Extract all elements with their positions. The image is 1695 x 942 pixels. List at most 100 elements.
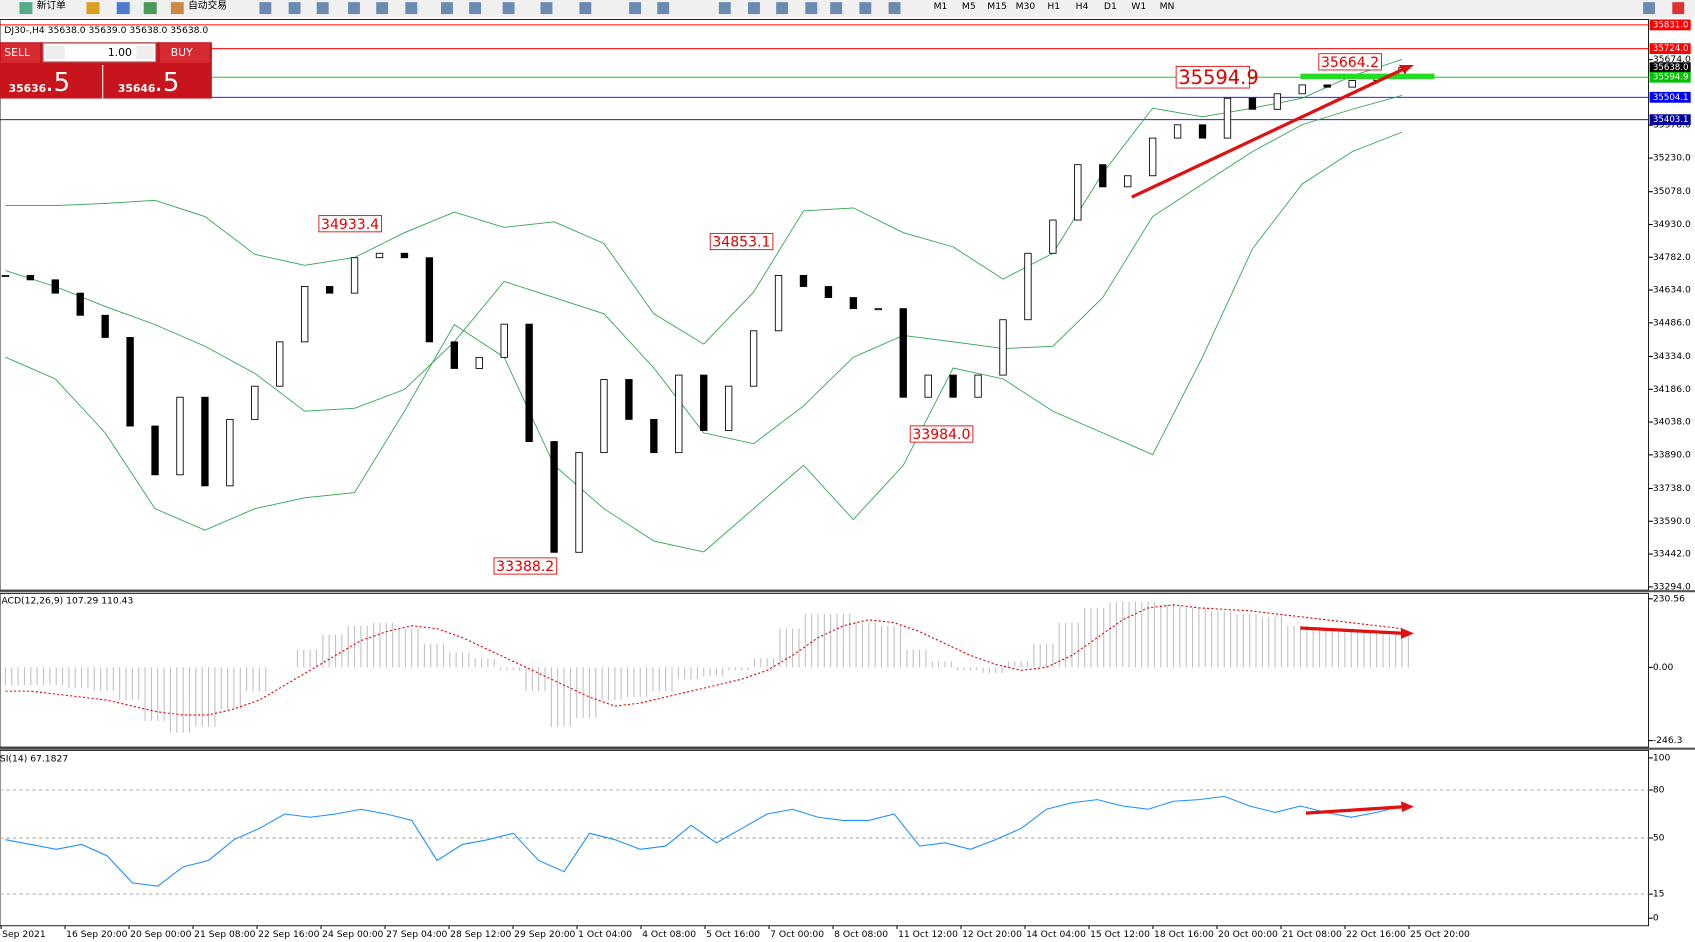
sell-price[interactable]: 35636 — [9, 82, 47, 95]
annotation-box — [1318, 53, 1382, 71]
buy-price[interactable]: 35646 — [118, 82, 156, 95]
lot-up[interactable] — [136, 45, 154, 60]
tool-icon[interactable] — [579, 2, 592, 15]
tool-icon[interactable] — [629, 2, 642, 15]
candle — [76, 292, 84, 316]
candle — [1148, 137, 1157, 177]
x-tick-label: 4 Oct 08:00 — [642, 929, 696, 940]
y-tick-label: 33294.0 — [1653, 581, 1691, 592]
timeframe-button[interactable]: MN — [1160, 1, 1175, 12]
candle — [226, 418, 234, 487]
candle — [251, 385, 259, 420]
tool-icon[interactable] — [540, 2, 553, 15]
candle — [325, 286, 334, 294]
tool-icon[interactable] — [776, 2, 789, 15]
candle — [425, 257, 434, 343]
tool-icon[interactable] — [830, 2, 843, 15]
y-tick-label: 35674.0 — [1653, 54, 1691, 65]
tool-icon[interactable] — [888, 2, 901, 15]
candle — [450, 341, 459, 369]
tool-icon[interactable] — [859, 2, 872, 15]
candle — [1, 274, 10, 277]
tool-icon[interactable] — [1643, 2, 1656, 15]
toolbar-icon[interactable] — [116, 2, 130, 15]
x-tick-label: 22 Sep 16:00 — [258, 929, 319, 940]
candle — [51, 279, 59, 294]
arrow-head — [1398, 64, 1414, 74]
tool-icon[interactable] — [376, 2, 389, 15]
y-tick-label: 34334.0 — [1653, 351, 1691, 362]
candle — [1348, 80, 1356, 88]
candle — [1198, 124, 1207, 139]
candle — [201, 396, 209, 487]
y-tick-label: 35078.0 — [1653, 186, 1691, 197]
timeframe-button[interactable]: H4 — [1076, 1, 1089, 12]
auto-trade-icon — [170, 2, 184, 15]
auto-trade-button[interactable]: 自动交易 — [188, 0, 227, 11]
candle — [1323, 84, 1331, 88]
x-tick-label: 22 Oct 16:00 — [1346, 929, 1406, 940]
candle — [126, 337, 134, 427]
y-tick-label: 34486.0 — [1653, 317, 1691, 328]
x-tick-label: 20 Oct 00:00 — [1218, 929, 1278, 940]
buy-button[interactable] — [159, 43, 210, 63]
x-tick-label: 29 Sep 20:00 — [514, 929, 575, 940]
toolbar-icon[interactable] — [143, 2, 157, 15]
timeframe-button[interactable]: D1 — [1104, 1, 1117, 12]
new-order-icon — [19, 2, 33, 15]
candle — [301, 286, 309, 343]
candle — [824, 286, 833, 299]
price-level-tag — [1649, 91, 1691, 103]
timeframe-button[interactable]: H1 — [1047, 1, 1060, 12]
annotation-label: 34933.4 — [321, 217, 379, 233]
candle — [1024, 252, 1032, 321]
x-tick-label: 11 Oct 12:00 — [898, 929, 958, 940]
tool-icon[interactable] — [348, 2, 360, 15]
candle — [949, 374, 957, 398]
tool-icon[interactable] — [748, 2, 760, 15]
candle — [774, 274, 783, 332]
buy-price-frac[interactable]: .5 — [155, 68, 180, 98]
tool-icon[interactable] — [657, 2, 670, 15]
tool-icon[interactable] — [441, 2, 453, 15]
candle — [1124, 175, 1132, 188]
tool-icon[interactable] — [316, 2, 329, 15]
timeframe-button[interactable]: W1 — [1131, 1, 1146, 12]
price-level-tag — [1649, 62, 1691, 74]
tool-icon[interactable] — [405, 2, 418, 15]
x-tick-label: 12 Oct 20:00 — [962, 929, 1022, 940]
x-tick-label: 21 Sep 08:00 — [194, 929, 255, 940]
candle — [600, 379, 608, 454]
timeframe-button[interactable]: M15 — [987, 1, 1007, 12]
new-order-button[interactable]: 新订单 — [37, 0, 66, 11]
x-tick-label: 14 Oct 04:00 — [1026, 929, 1086, 940]
tool-icon[interactable] — [805, 2, 818, 15]
chart-header: DJ30-,H4 35638.0 35639.0 35638.0 35638.0 — [4, 25, 208, 36]
tool-icon[interactable] — [1672, 2, 1685, 15]
x-tick-label: 15 Oct 12:00 — [1090, 929, 1150, 940]
toolbar-icon[interactable] — [86, 2, 100, 15]
timeframe-button[interactable]: M1 — [934, 1, 948, 12]
x-tick-label: 20 Sep 00:00 — [130, 929, 191, 940]
candle — [700, 374, 708, 431]
tool-icon[interactable] — [288, 2, 301, 15]
sell-button[interactable] — [1, 43, 40, 63]
price-level-label: 35594.9 — [1653, 73, 1689, 83]
tool-icon[interactable] — [469, 2, 482, 15]
candle — [1074, 164, 1082, 221]
lot-input[interactable] — [42, 42, 157, 63]
tool-icon[interactable] — [502, 2, 515, 15]
lot-down[interactable] — [45, 45, 65, 60]
tool-icon[interactable] — [259, 2, 272, 15]
rsi-label: RSI(14) 67.1827 — [0, 754, 68, 765]
x-tick-label: 21 Oct 08:00 — [1282, 929, 1342, 940]
tool-icon[interactable] — [718, 2, 731, 15]
timeframe-button[interactable]: M5 — [962, 1, 976, 12]
drawn-level — [1300, 73, 1435, 80]
sell-price-frac[interactable]: .5 — [45, 68, 70, 98]
x-tick-label: 5 Oct 16:00 — [706, 929, 760, 940]
timeframe-button[interactable]: M30 — [1016, 1, 1036, 12]
toolbar-tools — [259, 2, 1685, 15]
arrow-head — [1400, 628, 1414, 639]
